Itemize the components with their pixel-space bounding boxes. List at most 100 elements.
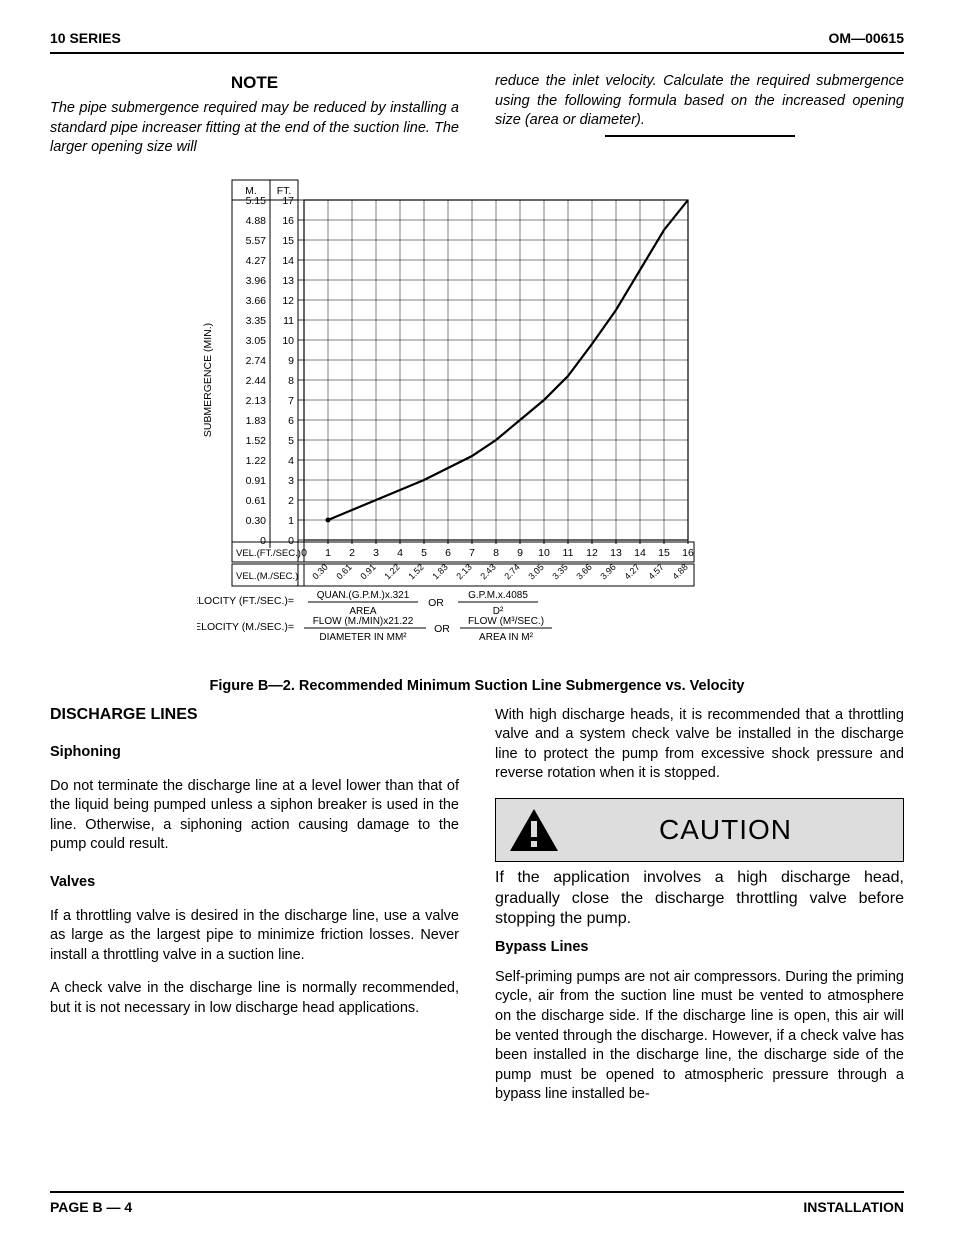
svg-text:3.96: 3.96 xyxy=(598,562,617,581)
svg-text:0: 0 xyxy=(301,547,307,559)
note-body-left: The pipe submergence required may be red… xyxy=(50,99,459,158)
valves-p1: If a throttling valve is desired in the … xyxy=(50,907,459,966)
note-body-right: reduce the inlet velocity. Calculate the… xyxy=(495,72,904,131)
figure-caption: Figure B—2. Recommended Minimum Suction … xyxy=(50,678,904,694)
svg-text:VELOCITY (FT./SEC.)=: VELOCITY (FT./SEC.)= xyxy=(197,595,294,607)
page-header: 10 SERIES OM—00615 xyxy=(50,30,904,46)
svg-text:10: 10 xyxy=(282,335,294,347)
header-right: OM—00615 xyxy=(829,30,904,46)
svg-text:3.35: 3.35 xyxy=(246,315,267,327)
discharge-heading: DISCHARGE LINES xyxy=(50,704,459,726)
caution-label: CAUTION xyxy=(659,811,792,849)
bypass-head: Bypass Lines xyxy=(495,938,904,958)
svg-text:1.52: 1.52 xyxy=(246,435,267,447)
svg-text:AREA IN M²: AREA IN M² xyxy=(479,632,534,643)
svg-text:9: 9 xyxy=(288,355,294,367)
svg-text:1.83: 1.83 xyxy=(430,562,449,581)
svg-text:OR: OR xyxy=(428,597,444,609)
svg-text:5: 5 xyxy=(421,547,427,559)
svg-text:5.57: 5.57 xyxy=(246,235,267,247)
svg-text:1.22: 1.22 xyxy=(246,455,267,467)
svg-text:1: 1 xyxy=(288,515,294,527)
svg-text:DIAMETER IN MM²: DIAMETER IN MM² xyxy=(319,632,407,643)
svg-text:8: 8 xyxy=(288,375,294,387)
svg-text:1.22: 1.22 xyxy=(382,562,401,581)
svg-text:3.96: 3.96 xyxy=(246,275,267,287)
note-title: NOTE xyxy=(50,72,459,95)
svg-text:7: 7 xyxy=(288,395,294,407)
svg-text:4.27: 4.27 xyxy=(246,255,267,267)
svg-text:0: 0 xyxy=(288,535,294,547)
svg-text:9: 9 xyxy=(517,547,523,559)
caution-box: CAUTION xyxy=(495,798,904,862)
svg-text:0.30: 0.30 xyxy=(246,515,267,527)
svg-text:OR: OR xyxy=(434,623,450,635)
svg-text:2.74: 2.74 xyxy=(502,562,521,581)
svg-text:16: 16 xyxy=(282,215,294,227)
siphoning-body: Do not terminate the discharge line at a… xyxy=(50,777,459,855)
svg-text:1: 1 xyxy=(325,547,331,559)
svg-text:3.05: 3.05 xyxy=(526,562,545,581)
svg-text:0.61: 0.61 xyxy=(246,495,267,507)
svg-text:2.44: 2.44 xyxy=(246,375,267,387)
svg-text:0.91: 0.91 xyxy=(246,475,267,487)
svg-text:12: 12 xyxy=(586,547,598,559)
svg-text:0.91: 0.91 xyxy=(358,562,377,581)
header-rule xyxy=(50,52,904,54)
svg-text:VEL.(FT./SEC.): VEL.(FT./SEC.) xyxy=(236,548,301,559)
svg-text:0.30: 0.30 xyxy=(310,562,329,581)
svg-text:15: 15 xyxy=(658,547,670,559)
note-block: NOTE The pipe submergence required may b… xyxy=(50,72,904,158)
svg-text:17: 17 xyxy=(282,195,294,207)
svg-text:0: 0 xyxy=(260,535,266,547)
footer-left: PAGE B — 4 xyxy=(50,1199,132,1215)
note-end-rule xyxy=(605,135,795,137)
header-left: 10 SERIES xyxy=(50,30,121,46)
svg-text:14: 14 xyxy=(634,547,646,559)
svg-text:14: 14 xyxy=(282,255,294,267)
svg-text:4.57: 4.57 xyxy=(646,562,665,581)
warning-icon xyxy=(508,807,560,853)
siphoning-head: Siphoning xyxy=(50,743,459,763)
svg-text:4: 4 xyxy=(397,547,403,559)
svg-text:3: 3 xyxy=(373,547,379,559)
svg-text:12: 12 xyxy=(282,295,294,307)
svg-text:5.15: 5.15 xyxy=(246,195,267,207)
valves-head: Valves xyxy=(50,873,459,893)
footer-right: INSTALLATION xyxy=(803,1199,904,1215)
svg-text:3.35: 3.35 xyxy=(550,562,569,581)
svg-text:4.27: 4.27 xyxy=(622,562,641,581)
svg-text:VEL.(M./SEC.): VEL.(M./SEC.) xyxy=(236,571,298,582)
svg-text:3.05: 3.05 xyxy=(246,335,267,347)
svg-text:G.P.M.x.4085: G.P.M.x.4085 xyxy=(468,590,528,601)
svg-text:3.66: 3.66 xyxy=(246,295,267,307)
caution-body: If the application involves a high disch… xyxy=(495,868,904,930)
svg-text:4.88: 4.88 xyxy=(246,215,267,227)
svg-text:QUAN.(G.P.M.)x.321: QUAN.(G.P.M.)x.321 xyxy=(317,590,410,601)
svg-text:13: 13 xyxy=(282,275,294,287)
svg-text:4.88: 4.88 xyxy=(670,562,689,581)
submergence-chart: SUBMERGENCE (MIN.)M.FT.5.15174.88165.571… xyxy=(197,170,757,670)
svg-text:VELOCITY (M./SEC.)=: VELOCITY (M./SEC.)= xyxy=(197,621,294,633)
svg-text:10: 10 xyxy=(538,547,550,559)
bypass-body: Self-priming pumps are not air compresso… xyxy=(495,968,904,1105)
valves-right: With high discharge heads, it is recomme… xyxy=(495,706,904,784)
svg-text:1.83: 1.83 xyxy=(246,415,267,427)
svg-text:8: 8 xyxy=(493,547,499,559)
figure-b2: SUBMERGENCE (MIN.)M.FT.5.15174.88165.571… xyxy=(50,170,904,670)
svg-text:15: 15 xyxy=(282,235,294,247)
svg-text:2: 2 xyxy=(349,547,355,559)
svg-text:6: 6 xyxy=(288,415,294,427)
svg-text:7: 7 xyxy=(469,547,475,559)
svg-text:FLOW (M³/SEC.): FLOW (M³/SEC.) xyxy=(468,616,544,627)
svg-text:2.74: 2.74 xyxy=(246,355,267,367)
svg-text:1.52: 1.52 xyxy=(406,562,425,581)
svg-text:6: 6 xyxy=(445,547,451,559)
page-footer: PAGE B — 4 INSTALLATION xyxy=(50,1191,904,1215)
svg-text:FLOW (M./MIN)x21.22: FLOW (M./MIN)x21.22 xyxy=(313,616,414,627)
svg-text:2: 2 xyxy=(288,495,294,507)
svg-text:4: 4 xyxy=(288,455,294,467)
discharge-section: DISCHARGE LINES Siphoning Do not termina… xyxy=(50,704,904,1119)
svg-text:11: 11 xyxy=(563,547,574,559)
svg-text:0.61: 0.61 xyxy=(334,562,353,581)
